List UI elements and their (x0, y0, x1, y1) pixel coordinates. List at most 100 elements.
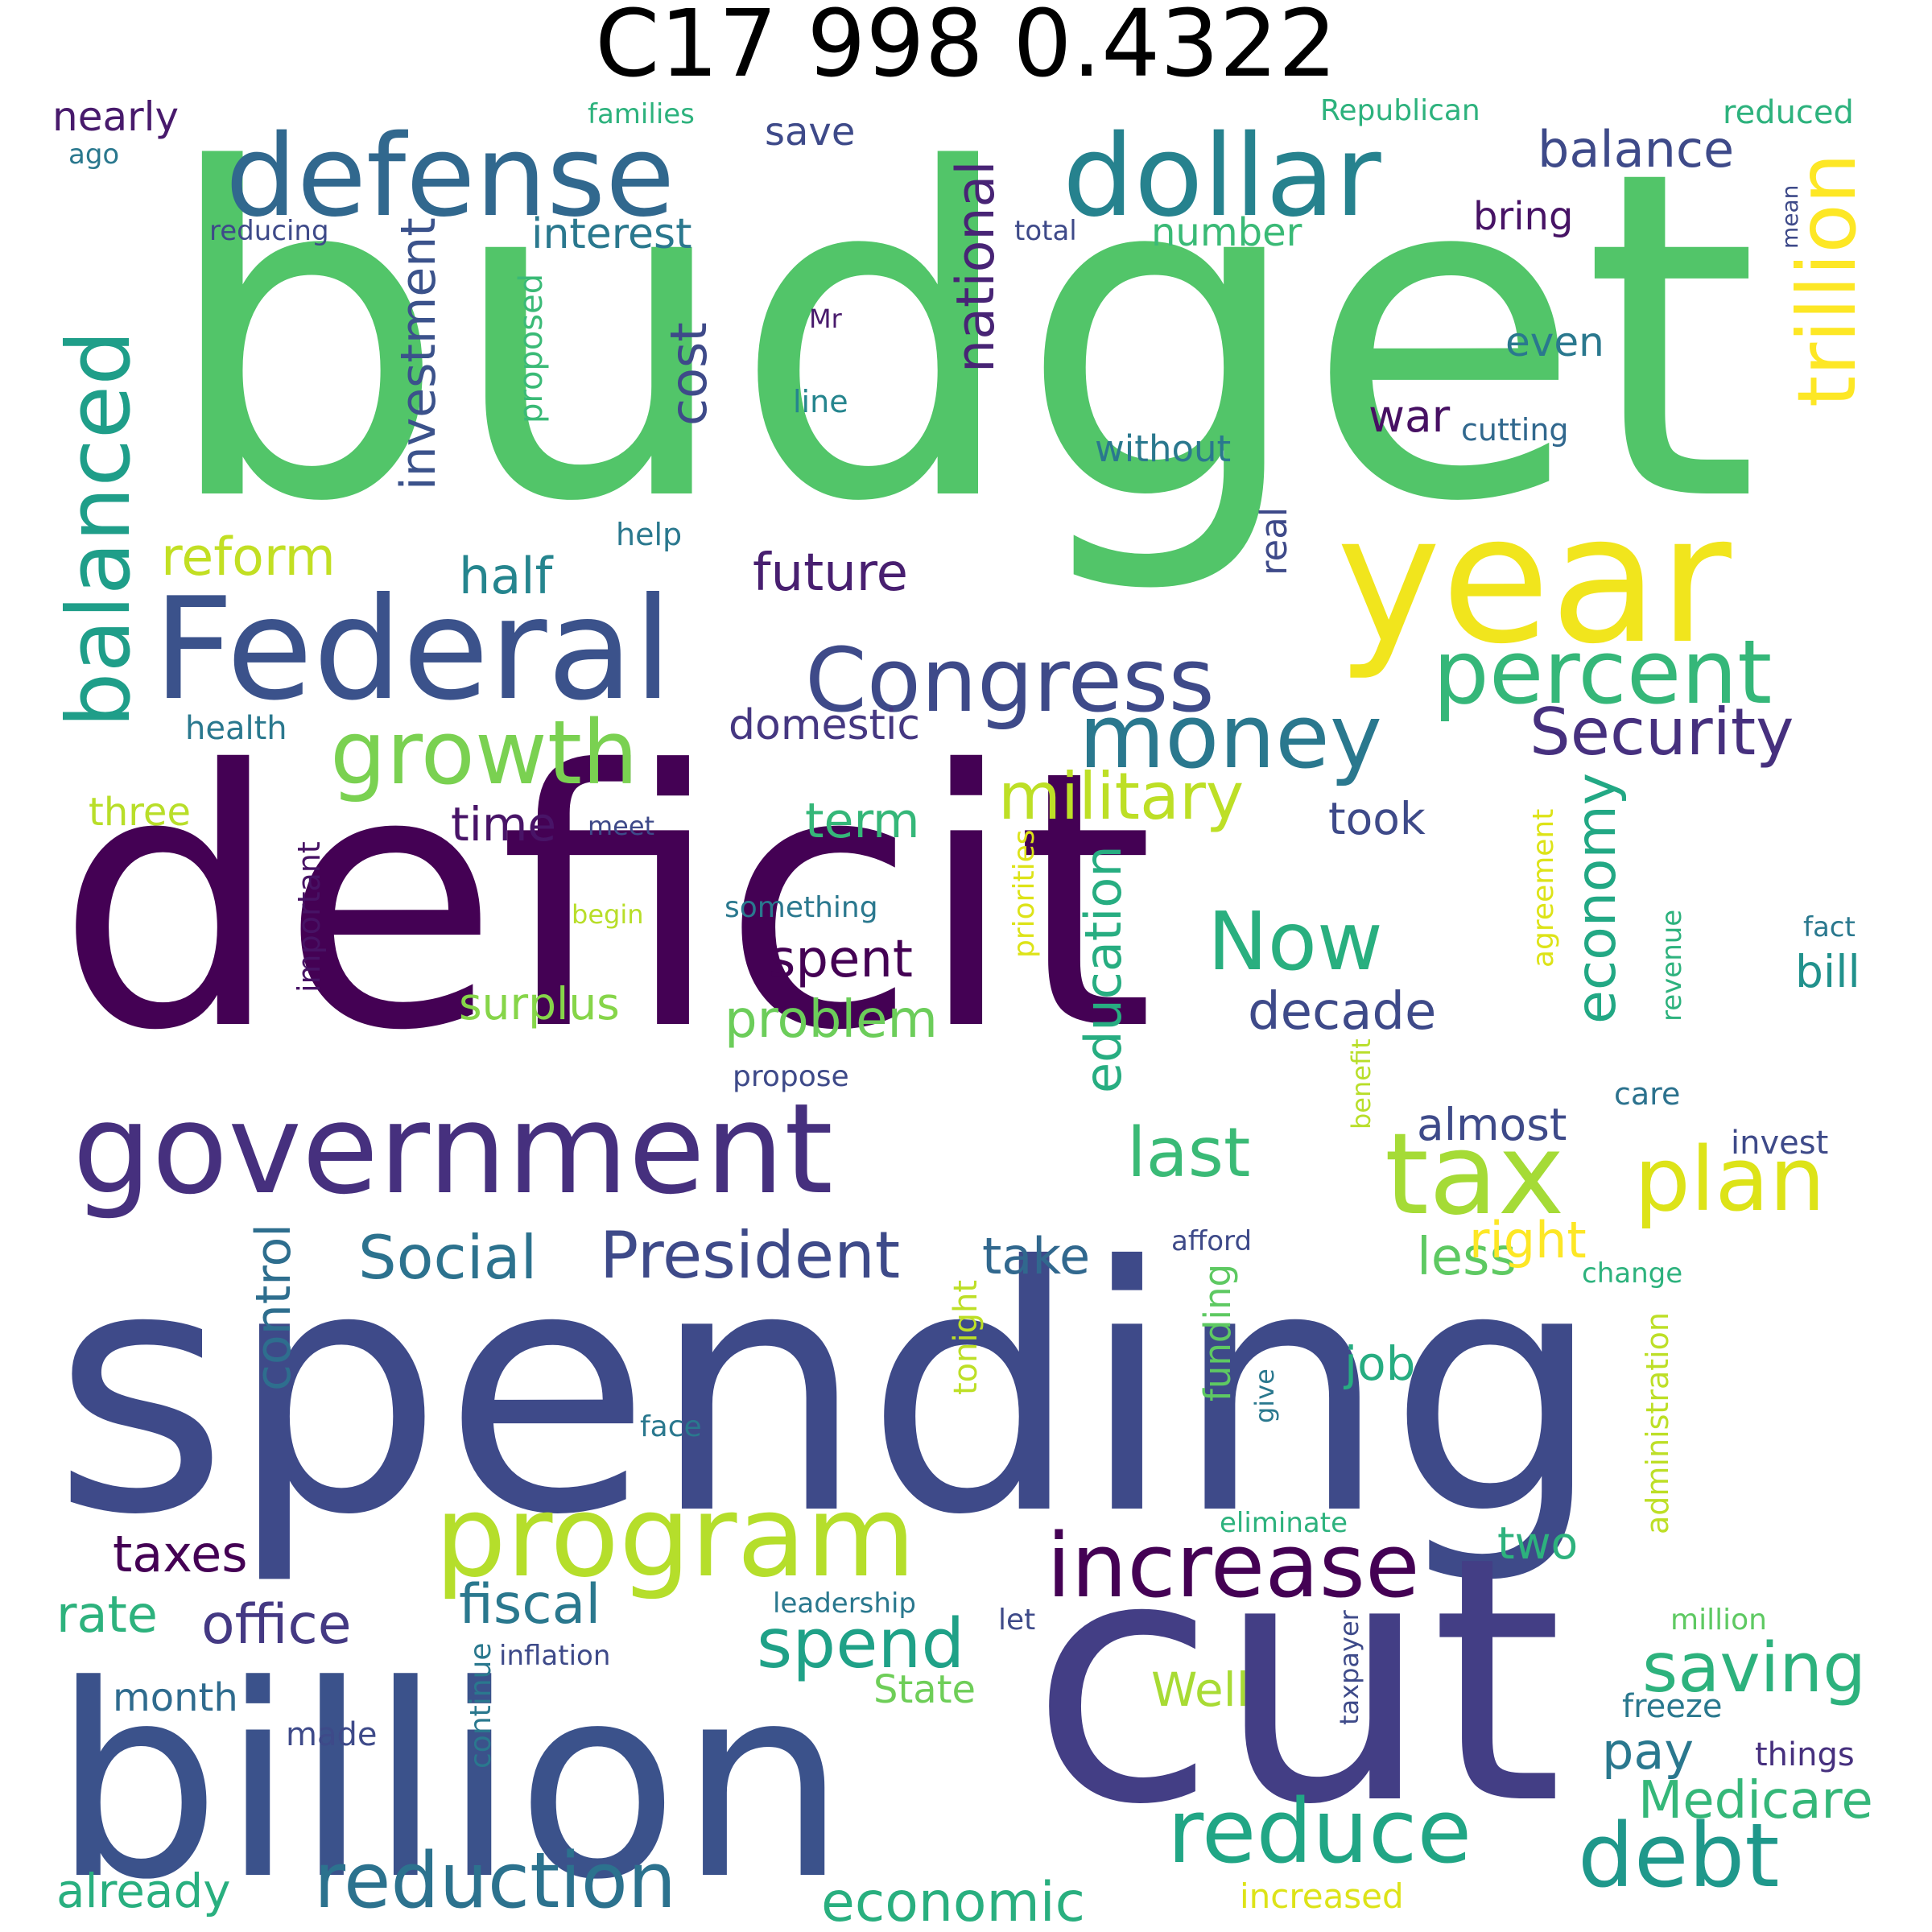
word-national: national (946, 160, 1006, 373)
word-program: program (435, 1472, 916, 1603)
word-increase: increase (1046, 1514, 1420, 1617)
word-tonight: tonight (947, 1279, 985, 1395)
word-interest: interest (531, 210, 692, 258)
word-eliminate: eliminate (1220, 1507, 1348, 1539)
word-important: important (291, 841, 327, 993)
word-administration: administration (1640, 1311, 1675, 1534)
word-balanced: balanced (49, 330, 150, 728)
word-took: took (1328, 793, 1426, 844)
word-mr: Mr (809, 303, 842, 334)
word-continue: continue (464, 1642, 497, 1769)
word-freeze: freeze (1622, 1688, 1723, 1725)
word-defense: defense (225, 111, 675, 242)
word-bill: bill (1795, 946, 1860, 997)
word-budget: budget (161, 76, 1760, 601)
word-percent: percent (1433, 621, 1773, 724)
word-year: year (1336, 477, 1732, 683)
word-term: term (805, 793, 920, 849)
word-something: something (724, 891, 878, 924)
word-leadership: leadership (773, 1587, 916, 1620)
word-two: two (1497, 1517, 1579, 1569)
word-begin: begin (572, 899, 644, 930)
word-balance: balance (1538, 120, 1735, 179)
word-total: total (1014, 215, 1077, 247)
word-save: save (765, 109, 856, 155)
word-cost: cost (659, 322, 718, 426)
word-even: even (1505, 319, 1604, 365)
word-taxpayer: taxpayer (1334, 1610, 1364, 1725)
word-tax: tax (1385, 1109, 1565, 1241)
word-number: number (1151, 210, 1302, 255)
word-cut: cut (1030, 1485, 1563, 1879)
word-cutting: cutting (1461, 412, 1569, 448)
figure-title: C17 998 0.4322 (595, 0, 1337, 98)
word-economy: economy (1565, 772, 1629, 1024)
word-control: control (246, 1224, 302, 1391)
word-domestic: domestic (729, 701, 920, 749)
word-already: already (56, 1864, 231, 1918)
word-reduce: reduce (1167, 1780, 1472, 1883)
word-plan: plan (1634, 1128, 1826, 1231)
word-war: war (1368, 390, 1451, 442)
word-less: less (1417, 1228, 1517, 1287)
word-three: three (89, 790, 191, 835)
word-real: real (1253, 506, 1295, 576)
word-made: made (286, 1716, 378, 1753)
word-reform: reform (161, 527, 336, 588)
word-half: half (459, 547, 553, 605)
word-fact: fact (1803, 911, 1856, 943)
word-benefit: benefit (1346, 1038, 1377, 1129)
word-republican: Republican (1320, 94, 1480, 127)
word-state: State (873, 1667, 976, 1712)
word-month: month (113, 1675, 238, 1720)
word-spending: spending (52, 1195, 1604, 1589)
word-invest: invest (1731, 1125, 1829, 1162)
word-saving: saving (1642, 1629, 1867, 1708)
word-families: families (588, 98, 695, 130)
word-surplus: surplus (459, 978, 620, 1030)
word-federal: Federal (153, 568, 673, 732)
word-reduced: reduced (1723, 94, 1854, 131)
word-priorities: priorities (1008, 829, 1041, 958)
word-give: give (1249, 1368, 1280, 1423)
word-military: military (998, 759, 1245, 834)
word-funding: funding (1196, 1263, 1239, 1402)
word-debt: debt (1578, 1804, 1780, 1907)
word-reducing: reducing (209, 215, 329, 247)
word-afford: afford (1171, 1225, 1253, 1257)
word-billion: billion (52, 1629, 848, 1932)
word-face: face (640, 1410, 702, 1443)
word-investment: investment (390, 217, 447, 490)
word-almost: almost (1417, 1099, 1567, 1150)
word-problem: problem (724, 990, 938, 1050)
word-deficit: deficit (56, 696, 1154, 1108)
word-taxes: taxes (113, 1525, 248, 1583)
word-well: Well (1151, 1662, 1249, 1717)
word-increased: increased (1240, 1876, 1404, 1916)
word-spent: spent (769, 930, 913, 989)
word-time: time (451, 797, 557, 852)
word-government: government (72, 1076, 833, 1222)
word-right: right (1469, 1211, 1587, 1269)
word-without: without (1095, 427, 1232, 470)
word-medicare: Medicare (1638, 1771, 1873, 1831)
word-million: million (1670, 1604, 1767, 1637)
word-mean: mean (1777, 184, 1803, 249)
word-security: Security (1530, 695, 1794, 770)
word-money: money (1079, 685, 1382, 788)
word-proposed: proposed (513, 273, 550, 423)
word-revenue: revenue (1656, 909, 1688, 1022)
word-agreement: agreement (1527, 808, 1560, 968)
word-help: help (616, 517, 683, 552)
word-economic: economic (821, 1871, 1086, 1932)
word-president: President (600, 1218, 901, 1293)
word-last: last (1127, 1113, 1251, 1193)
word-change: change (1582, 1257, 1683, 1290)
word-bring: bring (1473, 194, 1574, 239)
word-things: things (1755, 1736, 1855, 1773)
word-job: job (1344, 1336, 1416, 1391)
word-inflation: inflation (499, 1640, 611, 1672)
word-take: take (982, 1227, 1091, 1286)
